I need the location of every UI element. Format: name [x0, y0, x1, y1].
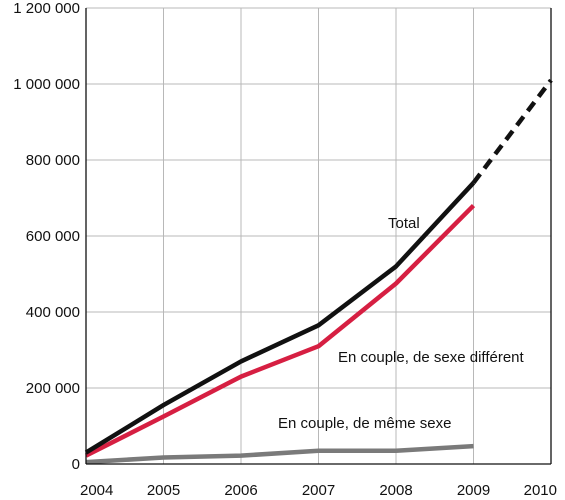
axes-layer: 0 200 000 400 000 600 000 800 000 1 000 000 1 … — [13, 0, 557, 499]
x-tick-label: 2008 — [379, 482, 412, 499]
series-line-2 — [85, 443, 474, 465]
grid-layer — [86, 7, 551, 464]
y-tick-label: 1 200 000 — [13, 0, 80, 17]
y-tick-label: 200 000 — [26, 380, 80, 397]
series-line-0 — [84, 181, 476, 455]
x-tick-label: 2007 — [302, 482, 335, 499]
x-tick-label: 2004 — [80, 482, 113, 499]
x-tick-label: 2010 — [524, 482, 557, 499]
y-tick-label: 1 000 000 — [13, 76, 80, 93]
x-tick-label: 2005 — [147, 482, 180, 499]
series-layer — [84, 78, 553, 465]
y-tick-label: 0 — [72, 456, 80, 473]
series-label-same-sex: En couple, de même sexe — [278, 415, 451, 432]
y-tick-label: 800 000 — [26, 152, 80, 169]
series-line-1 — [84, 204, 476, 458]
series-label-total: Total — [388, 215, 420, 232]
series-projection-line — [471, 78, 553, 185]
y-tick-label: 400 000 — [26, 304, 80, 321]
labels-layer: Total En couple, de sexe différent En co… — [278, 215, 525, 432]
series-label-different-sex: En couple, de sexe différent — [338, 349, 525, 366]
y-tick-label: 600 000 — [26, 228, 80, 245]
x-tick-label: 2006 — [224, 482, 257, 499]
x-tick-label: 2009 — [457, 482, 490, 499]
